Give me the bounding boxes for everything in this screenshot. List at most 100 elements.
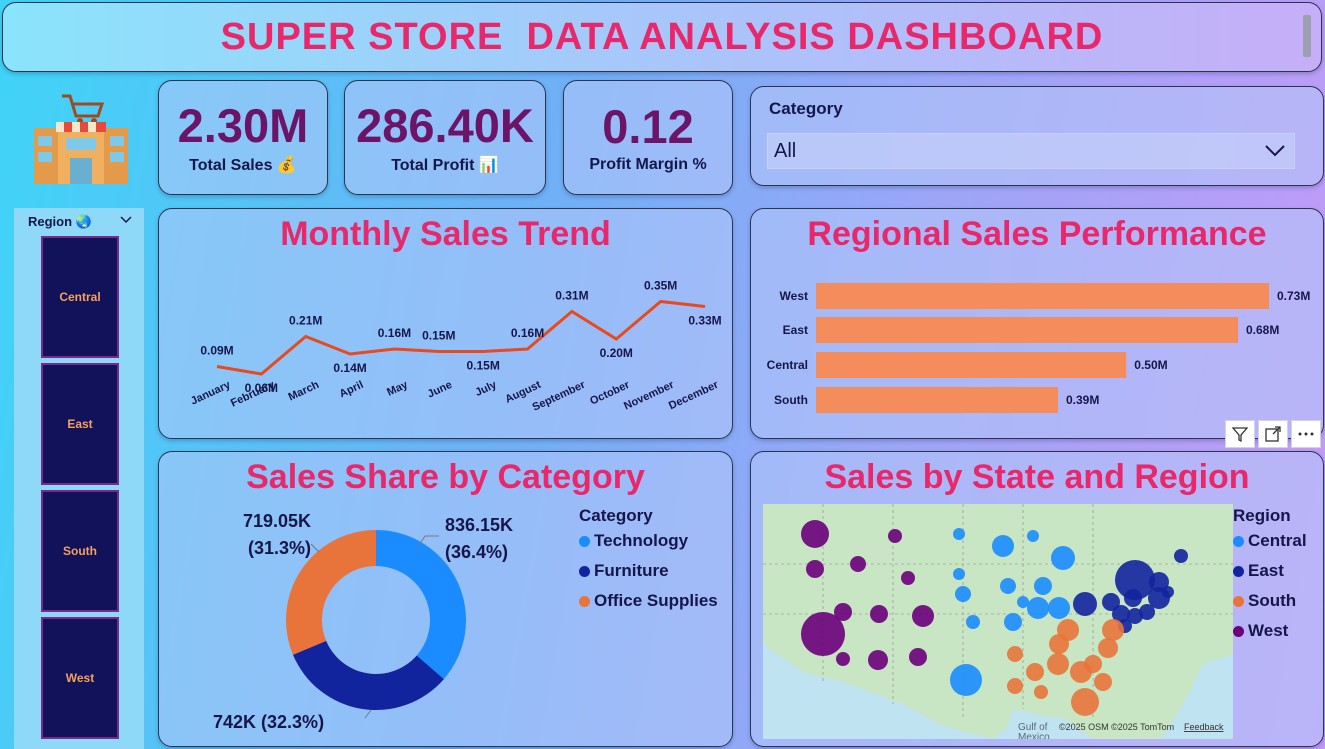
map-legend-south[interactable]: South — [1233, 586, 1307, 616]
state-bubble[interactable] — [1162, 586, 1174, 598]
state-bubble[interactable] — [1007, 646, 1023, 662]
state-bubble[interactable] — [870, 605, 888, 623]
region-button-south[interactable]: South — [41, 490, 119, 612]
state-bubble[interactable] — [1051, 546, 1075, 570]
state-bubble[interactable] — [1102, 619, 1124, 641]
state-bubble[interactable] — [912, 605, 934, 627]
map-legend-west[interactable]: West — [1233, 616, 1307, 646]
data-label: (31.3%) — [248, 538, 311, 558]
bar-south[interactable] — [816, 387, 1059, 413]
data-label: 0.39M — [1066, 393, 1099, 407]
regional-sales-title: Regional Sales Performance — [807, 215, 1267, 253]
legend-item-technology[interactable]: Technology — [579, 526, 718, 556]
map-legend: Region Central East South West — [1233, 506, 1307, 646]
state-bubble[interactable] — [1174, 549, 1188, 563]
region-button-west[interactable]: West — [41, 617, 119, 739]
x-tick-label: March — [287, 379, 322, 404]
y-tick-label: South — [774, 393, 808, 407]
legend-dot — [1233, 625, 1244, 637]
state-bubble[interactable] — [1034, 577, 1052, 595]
state-bubble[interactable] — [966, 615, 980, 629]
state-bubble[interactable] — [1000, 578, 1016, 594]
scrollbar-thumb[interactable] — [1303, 15, 1311, 57]
gulf-water — [1003, 709, 1093, 739]
legend-item-furniture[interactable]: Furniture — [579, 556, 718, 586]
x-tick-label: November — [622, 379, 676, 413]
bar-central[interactable] — [816, 352, 1127, 378]
donut-slice-furniture[interactable] — [292, 640, 444, 710]
kpi-total-sales: 2.30M Total Sales 💰 — [158, 80, 328, 195]
state-bubble[interactable] — [1139, 604, 1155, 620]
map-legend-central[interactable]: Central — [1233, 526, 1307, 556]
legend-item-office-supplies[interactable]: Office Supplies — [579, 586, 718, 616]
state-bubble[interactable] — [1098, 638, 1118, 658]
state-bubble[interactable] — [868, 650, 888, 670]
data-label: 836.15K — [445, 515, 513, 535]
state-bubble[interactable] — [1007, 678, 1023, 694]
state-bubble[interactable] — [1115, 560, 1155, 600]
filter-icon[interactable] — [1225, 420, 1255, 448]
feedback-link[interactable]: Feedback — [1184, 722, 1224, 732]
state-bubble[interactable] — [801, 520, 829, 548]
land-mass — [763, 504, 1233, 739]
sales-share-donut-chart: 836.15K (36.4%) 719.05K (31.3%) 742K (32.3%) — [213, 511, 513, 732]
x-tick-label: June — [426, 379, 454, 401]
state-bubble[interactable] — [992, 535, 1014, 557]
category-dropdown[interactable]: All — [767, 133, 1295, 169]
state-bubble[interactable] — [1027, 597, 1049, 619]
state-bubble[interactable] — [953, 568, 965, 580]
y-tick-label: East — [783, 323, 808, 337]
state-bubble[interactable] — [801, 612, 845, 656]
state-bubble[interactable] — [1004, 613, 1022, 631]
state-bubble[interactable] — [950, 664, 982, 696]
bar-east[interactable] — [816, 317, 1238, 343]
state-bubble[interactable] — [1124, 589, 1142, 607]
store-logo-icon — [28, 92, 134, 186]
state-bubble[interactable] — [836, 652, 850, 666]
x-tick-label: April — [338, 379, 366, 400]
state-bubble[interactable] — [1026, 663, 1044, 681]
state-bubble[interactable] — [1034, 685, 1048, 699]
state-bubble[interactable] — [888, 529, 902, 543]
dashboard-title: SUPER STORE DATA ANALYSIS DASHBOARD — [220, 15, 1104, 58]
state-bubble[interactable] — [953, 528, 965, 540]
state-bubble[interactable] — [1017, 596, 1029, 608]
more-options-icon[interactable] — [1291, 420, 1321, 448]
state-bubble[interactable] — [1049, 634, 1069, 654]
donut-slice-office-supplies[interactable] — [286, 530, 376, 655]
state-bubble[interactable] — [850, 556, 866, 572]
region-button-central[interactable]: Central — [41, 236, 119, 358]
data-label: 0.06M — [245, 381, 278, 395]
legend-label: Office Supplies — [594, 591, 718, 610]
state-bubble[interactable] — [806, 560, 824, 578]
data-label: 0.14M — [333, 361, 366, 375]
state-bubble[interactable] — [1047, 653, 1069, 675]
donut-slice-technology[interactable] — [376, 530, 467, 680]
state-bubble[interactable] — [1027, 530, 1039, 542]
state-bubble[interactable] — [1073, 592, 1097, 616]
state-bubble[interactable] — [1112, 605, 1130, 623]
data-label: 0.21M — [289, 314, 322, 328]
data-label: 0.15M — [422, 329, 455, 343]
state-bubble[interactable] — [909, 648, 927, 666]
chevron-down-icon[interactable] — [120, 216, 132, 224]
data-label: 0.50M — [1134, 358, 1167, 372]
x-tick-label: December — [667, 379, 721, 413]
state-bubble[interactable] — [1094, 673, 1112, 691]
state-bubble[interactable] — [901, 571, 915, 585]
state-bubble[interactable] — [1071, 688, 1099, 716]
state-bubble[interactable] — [955, 586, 971, 602]
state-bubble[interactable] — [1048, 597, 1070, 619]
region-button-east[interactable]: East — [41, 363, 119, 485]
bar-west[interactable] — [816, 283, 1269, 309]
state-bubble[interactable] — [834, 603, 852, 621]
map-legend-east[interactable]: East — [1233, 556, 1307, 586]
state-bubble[interactable] — [1149, 572, 1169, 592]
state-bubble[interactable] — [1070, 661, 1092, 683]
legend-dot — [579, 535, 590, 547]
state-bubble[interactable] — [1102, 593, 1120, 611]
chevron-down-icon — [1265, 145, 1285, 157]
sales-share-title: Sales Share by Category — [246, 458, 645, 496]
focus-mode-icon[interactable] — [1258, 420, 1288, 448]
